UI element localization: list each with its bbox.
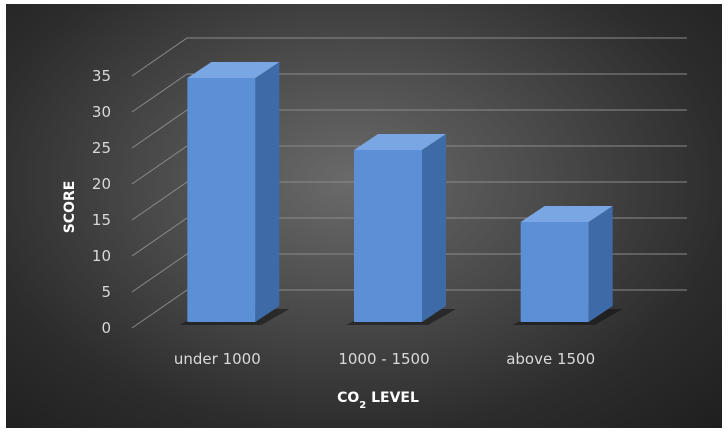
bar-front [354,150,422,322]
y-tick-label: 10 [92,247,111,265]
y-tick-label: 5 [101,283,111,301]
x-axis-title: CO2 LEVEL [337,390,419,411]
x-axis-title-rest: LEVEL [366,390,419,406]
bar-top [520,206,613,222]
gridlines [131,37,687,329]
x-axis-categories: under 1000 1000 - 1500 above 1500 [174,350,595,368]
bars [179,62,623,325]
y-tick-label: 0 [101,319,111,337]
bar-side [255,62,280,322]
y-axis-ticks: 0 5 10 15 20 25 30 35 [92,67,111,337]
y-tick-label: 15 [92,211,111,229]
bar-front [187,78,256,322]
x-category-label: 1000 - 1500 [338,350,429,368]
bar-front [520,222,589,322]
bar-side [422,134,446,322]
gridline [131,37,687,77]
x-category-label: above 1500 [506,350,595,368]
gridline [131,145,687,185]
bar-top [354,134,446,150]
x-axis-title-main: CO [337,390,359,406]
x-axis-title-subscript: 2 [359,400,366,411]
y-tick-label: 20 [92,175,111,193]
bar-top [187,62,280,78]
gridline [131,109,687,149]
gridline [131,289,687,329]
gridline [131,253,687,293]
x-category-label: under 1000 [174,350,261,368]
gridline [131,73,687,113]
y-tick-label: 30 [92,103,111,121]
bar-side [588,206,613,322]
gridline [131,181,687,221]
y-tick-label: 25 [92,139,111,157]
y-tick-label: 35 [92,67,111,85]
gridline [131,217,687,257]
y-axis-title: SCORE [62,181,78,234]
